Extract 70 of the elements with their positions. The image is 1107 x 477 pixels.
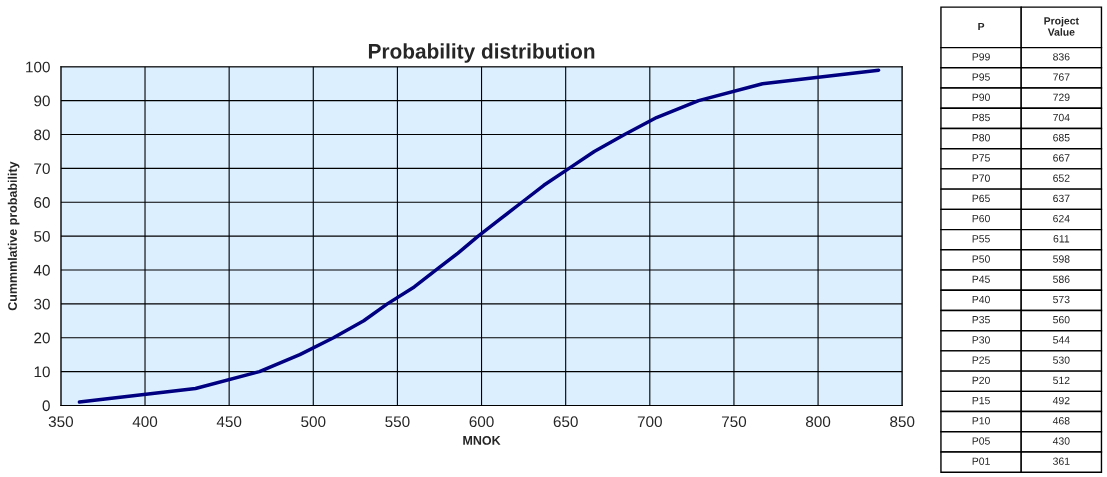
category-label: P10 <box>972 417 990 425</box>
category-label: P80 <box>972 134 990 142</box>
y-tick-label: 20 <box>34 332 50 344</box>
y-tick-label: 40 <box>33 264 50 276</box>
x-tick-label: 700 <box>637 416 662 428</box>
category-label: P90 <box>972 93 990 101</box>
category-label: P95 <box>972 73 990 81</box>
data-label: 598 <box>1053 255 1070 263</box>
data-label: 624 <box>1053 214 1070 223</box>
data-label: 685 <box>1053 134 1070 142</box>
y-tick-label: 80 <box>34 129 50 141</box>
x-tick-label: 650 <box>553 416 578 428</box>
category-label: P85 <box>972 113 990 122</box>
y-tick-label: 90 <box>34 95 50 107</box>
data-label: 729 <box>1053 93 1070 101</box>
category-label: P20 <box>972 376 990 385</box>
category-label: P99 <box>972 53 990 61</box>
y-tick-label: 30 <box>34 298 50 310</box>
x-tick-label: 750 <box>721 416 747 428</box>
y-tick-label: 50 <box>34 230 50 242</box>
data-label: 704 <box>1053 113 1070 122</box>
category-label: P01 <box>972 457 990 465</box>
chart-title: Probability distribution <box>368 43 595 63</box>
y-tick-label: 100 <box>26 61 50 73</box>
category-label: P65 <box>972 194 990 203</box>
data-label: 468 <box>1052 417 1070 425</box>
category-label: P50 <box>972 255 990 263</box>
category-label: P70 <box>972 174 990 182</box>
category-label: P05 <box>972 437 990 445</box>
x-tick-label: 550 <box>385 416 410 428</box>
data-label: 767 <box>1053 73 1070 81</box>
data-label: 544 <box>1053 336 1070 344</box>
data-label: 611 <box>1053 235 1070 243</box>
x-tick-label: 400 <box>132 416 158 428</box>
y-tick-label: 70 <box>34 163 50 175</box>
category-label: P40 <box>972 295 990 304</box>
category-label: P30 <box>972 336 990 344</box>
data-label: 637 <box>1053 194 1070 203</box>
data-label: 430 <box>1052 437 1070 445</box>
category-label: P75 <box>972 154 990 162</box>
y-tick-label: 0 <box>42 400 50 412</box>
data-label: 836 <box>1053 53 1070 61</box>
x-tick-label: 350 <box>48 416 74 428</box>
text: Project Value <box>1044 16 1079 36</box>
data-label: 530 <box>1053 356 1070 364</box>
category-label: P60 <box>972 214 990 223</box>
data-label: 560 <box>1053 316 1070 324</box>
x-tick-label: 600 <box>469 416 494 428</box>
data-label: 667 <box>1053 154 1070 162</box>
category-label: P45 <box>972 275 990 283</box>
data-label: 361 <box>1053 457 1070 465</box>
data-label: 652 <box>1053 174 1070 182</box>
x-tick-label: 800 <box>805 416 831 428</box>
y-tick-label: 10 <box>34 366 50 378</box>
x-tick-label: 500 <box>301 416 326 428</box>
x-tick-label: 850 <box>890 416 915 428</box>
data-label: 492 <box>1052 396 1070 405</box>
category-label: P55 <box>972 235 990 243</box>
category-label: P25 <box>972 356 990 364</box>
y-tick-label: 60 <box>34 197 50 208</box>
y-axis-title: Cummmlative probability <box>7 161 20 311</box>
category-label: P15 <box>972 396 990 405</box>
x-tick-label: 450 <box>216 416 242 428</box>
x-axis-title: MNOK <box>463 435 501 445</box>
text: P <box>978 22 985 31</box>
data-label: 573 <box>1053 295 1070 304</box>
data-label: 586 <box>1053 275 1070 283</box>
category-label: P35 <box>972 316 990 324</box>
data-label: 512 <box>1053 376 1070 385</box>
line-series <box>77 68 881 404</box>
